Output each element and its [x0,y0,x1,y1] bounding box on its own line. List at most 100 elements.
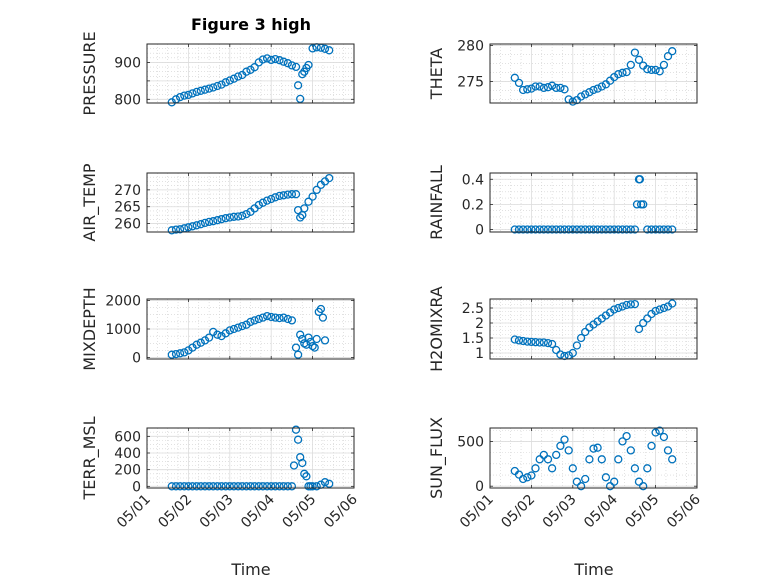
data-point [514,78,524,88]
data-point [659,225,669,234]
x-tick-label: 05/01 [457,492,497,532]
data-point [576,225,586,234]
data-point [597,455,606,464]
axes-box [146,427,355,489]
data-point [618,437,627,446]
data-point [618,68,627,77]
axes-box [146,172,355,233]
data-point [539,338,548,347]
data-point [568,97,577,106]
data-point [610,225,619,234]
data-point [287,316,297,325]
data-point [175,482,185,491]
data-point [233,212,243,221]
data-point [312,334,321,344]
data-point [291,62,301,72]
data-point [647,65,656,75]
figure-title: Figure 3 high [191,15,311,34]
data-point [213,482,222,491]
data-point [531,82,540,91]
data-point [585,455,594,464]
data-point [217,331,226,341]
ylabel-h2omixra: H2OMIXRA [427,286,446,372]
data-point [200,218,210,228]
data-point [585,88,594,97]
data-point [287,190,297,199]
y-tick-label: 0 [475,479,484,495]
data-point [622,225,631,234]
data-point [233,72,243,81]
data-point [618,302,627,311]
data-point [188,222,197,231]
data-point [258,55,268,64]
data-point [304,60,313,70]
data-point [262,311,272,321]
data-point [634,477,644,486]
axes-box [146,298,355,360]
data-point [188,482,197,491]
data-point [279,482,288,491]
axes-background [490,173,697,232]
data-point [254,200,263,210]
data-point [204,482,214,491]
data-point [543,338,553,348]
y-tick-label: 275 [457,74,484,90]
data-point [267,312,276,322]
y-tick-label: 1.5 [462,331,484,347]
data-point [535,225,544,234]
data-point [531,225,540,234]
data-point [254,314,263,324]
data-point [556,225,565,234]
data-point [262,482,272,491]
data-point [229,482,239,491]
ylabel-rainfall: RAINFALL [427,165,446,240]
data-point [209,217,218,226]
data-point [302,472,311,481]
data-point [233,323,243,332]
data-point [283,314,292,324]
data-point [167,350,176,359]
data-point [250,316,259,325]
data-point [639,318,648,328]
data-point [192,221,201,230]
data-point [572,477,582,486]
data-point [663,446,673,455]
data-point [221,482,230,491]
y-tick-label: 0.4 [462,172,484,188]
data-point [320,336,330,345]
data-point [217,482,226,491]
data-point [213,81,222,91]
data-point [539,225,548,234]
data-point [581,225,590,234]
data-point [192,340,201,349]
data-point [543,83,553,92]
data-point [663,225,673,234]
data-point [523,337,532,346]
data-point [614,455,623,464]
y-tick-label: 800 [114,92,141,108]
x-tick-label: 05/06 [664,491,704,531]
data-point [258,198,268,207]
data-point [229,324,239,334]
data-point [552,83,561,93]
data-point [250,482,259,491]
data-point [593,84,602,93]
data-point [320,44,330,53]
data-point [572,341,582,350]
data-point [192,87,201,97]
ylabel-terr-msl: TERR_MSL [80,416,100,500]
data-point [308,482,317,491]
data-point [655,426,664,435]
data-point [254,482,263,491]
data-point [300,204,309,213]
data-point [547,339,557,349]
data-point [250,63,259,72]
data-point [291,425,301,434]
y-tick-label: 280 [457,38,484,54]
data-point [668,47,677,56]
data-point [200,482,210,491]
x-tick-label: 05/01 [114,492,154,532]
y-tick-label: 500 [457,434,484,450]
